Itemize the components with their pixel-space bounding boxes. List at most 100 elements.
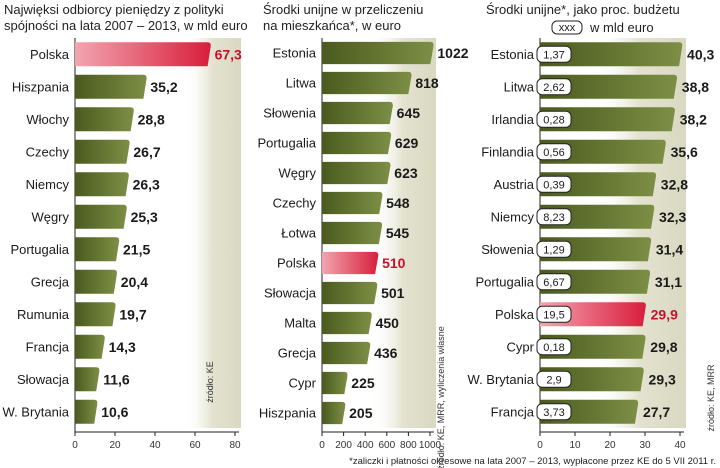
budget-value: 0,18 [543,342,564,354]
category-label: Grecja [31,274,70,289]
category-label: Polska [30,47,70,62]
value-label: 26,7 [133,144,160,160]
budget-box [536,78,572,96]
x-tick-label: 200 [335,440,352,451]
category-label: Rumunia [17,307,70,322]
value-label: 11,6 [103,371,130,387]
value-label: 20,4 [121,274,148,290]
bar-słowacja [75,367,100,392]
bar-węgry [75,204,127,229]
legend-box [551,20,583,35]
budget-value: 19,5 [543,309,564,321]
budget-value: 1,29 [543,244,564,256]
category-label: W. Brytania [3,404,70,419]
category-label: Francja [491,404,535,419]
category-label: Litwa [504,79,535,94]
category-label: Niemcy [26,177,70,192]
value-label: 38,2 [680,111,707,127]
bar-litwa [540,74,677,99]
chart-title-2: Środki unijne w przeliczeniu na mieszkańc… [263,2,423,33]
source-note: źródło: KE, MRR [706,364,716,432]
category-label: Łotwa [281,226,316,241]
x-tick-label: 20 [109,440,121,451]
value-label: 25,3 [131,209,158,225]
legend-text: w mld euro [589,20,654,35]
value-label: 225 [351,375,375,391]
category-label: Estonia [273,46,317,61]
bar-estonia [540,42,683,67]
bar-słowenia [322,101,393,125]
category-label: Słowenia [263,106,317,121]
bar-polska [75,42,211,67]
x-tick-label: 1000 [419,440,442,451]
category-label: W. Brytania [468,372,535,387]
value-label: 436 [374,345,398,361]
budget-value: 2,62 [543,82,564,94]
budget-value: 8,23 [543,212,564,224]
budget-box [536,143,572,161]
background-band [593,38,686,428]
bar-portugalia [322,131,392,155]
category-label: Cypr [507,339,535,354]
budget-box [536,45,572,63]
value-label: 645 [397,105,421,121]
value-label: 67,3 [215,46,242,62]
value-label: 501 [381,285,405,301]
bar-hiszpania [75,74,147,99]
footnote: *zaliczki i płatności okresowe na lata 2… [349,456,716,467]
bar-łotwa [322,221,383,245]
budget-box [536,110,572,128]
budget-value: 1,37 [543,49,564,61]
budget-value: 0,56 [543,147,564,159]
x-tick-label: 80 [229,440,241,451]
bar-niemcy [75,172,129,197]
value-label: 14,3 [109,339,136,355]
budget-box [536,370,572,388]
category-label: Słowacja [17,372,70,387]
value-label: 40,3 [687,46,714,62]
bar-czechy [322,191,383,215]
category-label: Polska [495,307,535,322]
bar-cypr [322,371,348,395]
category-label: Niemcy [491,209,535,224]
category-label: Francja [26,339,70,354]
bar-polska [322,251,379,275]
bar-grecja [75,269,117,294]
x-tick-label: 40 [149,440,161,451]
x-tick-label: 10 [569,440,581,451]
value-label: 28,8 [138,111,165,127]
value-label: 29,3 [649,371,676,387]
budget-box [536,273,572,291]
category-label: Finlandia [481,144,535,159]
value-label: 35,6 [671,144,698,160]
category-label: Węgry [278,166,316,181]
bar-grecja [322,341,371,365]
x-tick-label: 400 [357,440,374,451]
bar-hiszpania [322,401,346,425]
category-label: Grecja [278,346,317,361]
x-tick-label: 800 [400,440,417,451]
bar-estonia [322,41,434,65]
budget-value: 0,39 [543,179,564,191]
category-label: Słowenia [481,242,535,257]
category-label: Słowacja [264,286,317,301]
budget-value: 3,73 [543,407,564,419]
budget-box [536,338,572,356]
x-tick-label: 0 [537,440,543,451]
budget-value: 0,28 [543,114,564,126]
value-label: 10,6 [101,404,128,420]
value-label: 1022 [437,45,468,61]
x-tick-label: 0 [72,440,78,451]
value-label: 21,5 [123,241,150,257]
x-tick-label: 0 [319,440,325,451]
category-label: Polska [277,256,317,271]
category-label: Portugalia [257,136,316,151]
value-label: 818 [415,75,439,91]
value-label: 31,1 [655,274,682,290]
value-label: 29,8 [650,339,677,355]
budget-box [536,240,572,258]
budget-value: 6,67 [543,277,564,289]
category-label: Czechy [26,144,70,159]
value-label: 32,3 [659,209,686,225]
